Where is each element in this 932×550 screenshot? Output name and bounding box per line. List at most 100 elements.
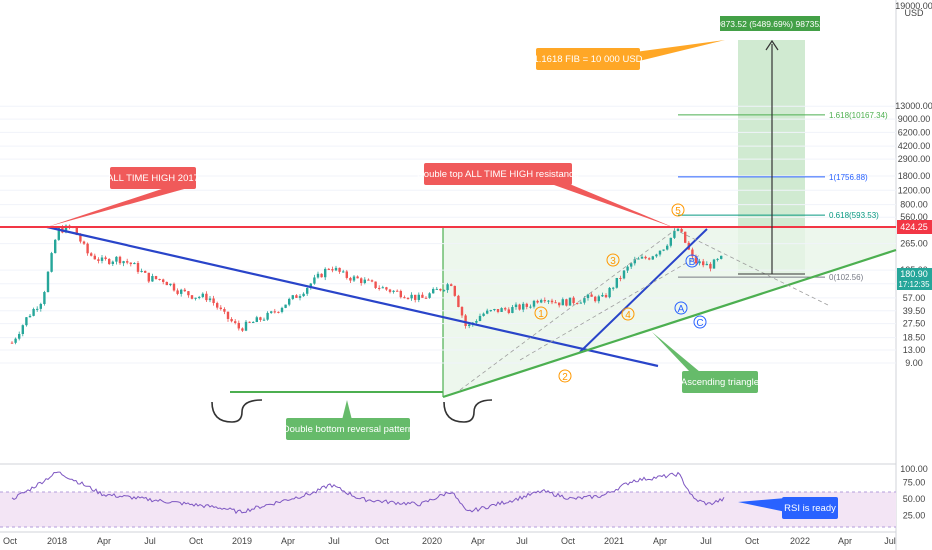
candle-body <box>529 306 532 308</box>
time-tick-label: 2019 <box>232 536 252 546</box>
candle-body <box>100 257 104 261</box>
candle-body <box>86 243 89 254</box>
candle-body <box>590 294 593 297</box>
price-tick-label: 9.00 <box>905 358 923 368</box>
candle-body <box>478 315 482 321</box>
time-tick-label: Oct <box>375 536 390 546</box>
candle-body <box>417 294 420 300</box>
candle-body <box>554 302 557 304</box>
rsi-tick-label: 75.00 <box>903 478 926 488</box>
candle-body <box>194 297 197 299</box>
candle-body <box>252 322 255 324</box>
ascending-support-line[interactable] <box>442 248 897 399</box>
price-tick-label: 560.00 <box>900 212 928 222</box>
time-tick-label: Oct <box>189 536 204 546</box>
descending-trendline[interactable] <box>46 225 659 368</box>
triangle-callout-bg <box>682 371 758 393</box>
double-bottom-callout-pointer <box>342 400 352 420</box>
candle-body <box>172 283 176 291</box>
candle-body <box>450 284 453 286</box>
candle-body <box>367 279 370 281</box>
candle-body <box>619 277 622 279</box>
wave-5-marker: 5 <box>671 203 685 217</box>
triangle-callout-text: Ascending triangle <box>681 377 759 388</box>
candle-body <box>612 287 615 289</box>
candle-body <box>97 259 100 261</box>
candle-body <box>126 261 129 263</box>
price-tick-label: 1200.00 <box>898 185 931 195</box>
current-price-text: 180.90 <box>900 269 928 279</box>
candle-body <box>374 281 377 288</box>
time-axis: Oct 2018 Apr Jul Oct 2019 Apr Jul Oct 2020 Apr Jul O… <box>3 536 896 546</box>
resistance-price-tag <box>897 220 932 234</box>
candle-body <box>345 271 348 278</box>
candle-body <box>410 294 413 299</box>
candle-body <box>302 293 305 297</box>
candle-body <box>158 278 161 280</box>
candle-body <box>439 288 442 291</box>
candle-body <box>234 321 237 323</box>
ath-callout-bg <box>110 167 196 189</box>
candle-body <box>108 258 111 265</box>
candle-body <box>216 303 219 308</box>
price-tick-label: 18.50 <box>903 333 926 343</box>
candle-body <box>46 271 50 293</box>
candle-body <box>93 255 96 260</box>
candle-body <box>633 259 636 264</box>
time-tick-label: Jul <box>516 536 528 546</box>
candle-body <box>378 287 381 289</box>
candle-body <box>43 292 46 304</box>
candle-body <box>550 300 554 303</box>
candle-body <box>626 266 629 271</box>
candle-body <box>536 300 539 303</box>
candle-body <box>291 295 294 299</box>
wave-4-label: 4 <box>625 310 631 321</box>
bottom-bracket-right <box>443 399 493 423</box>
candle-body <box>288 298 291 305</box>
candle-body <box>133 262 136 265</box>
wave-4-marker: 4 <box>621 307 635 321</box>
candle-body <box>270 311 273 313</box>
candle-body <box>622 270 626 279</box>
triangle-callout-pointer <box>652 332 700 372</box>
candle-body <box>205 293 208 301</box>
candle-body <box>709 263 712 269</box>
candle-body <box>446 284 449 291</box>
target-box-label-bg <box>720 16 820 31</box>
candle-body <box>144 270 147 273</box>
time-tick-label: Jul <box>144 536 156 546</box>
candle-body <box>651 256 654 260</box>
candle-body <box>514 304 518 308</box>
wave-2-marker: 2 <box>558 369 572 383</box>
candle-body <box>370 280 374 282</box>
price-tick-label: 800.00 <box>900 200 928 210</box>
candle-body <box>568 297 572 306</box>
candle-body <box>187 291 190 296</box>
candle-body <box>190 295 194 299</box>
time-tick-label: Apr <box>281 536 295 546</box>
candle-body <box>680 228 683 232</box>
price-tick-label: 57.00 <box>903 293 926 303</box>
candle-body <box>475 320 478 323</box>
candle-body <box>241 328 244 331</box>
candle-body <box>702 261 705 266</box>
double-top-callout-pointer <box>540 180 675 228</box>
time-tick-label: 2020 <box>422 536 442 546</box>
candle-body <box>493 309 496 311</box>
double-top-callout-text: Double top ALL TIME HIGH resistance <box>417 169 579 180</box>
fib-level-label: 1.618(10167.34) <box>829 111 888 120</box>
candle-body <box>540 300 543 303</box>
wave-1-marker: 1 <box>534 306 548 320</box>
candle-body <box>669 237 672 246</box>
fib-callout-pointer <box>635 40 725 62</box>
candle-body <box>277 311 280 313</box>
wave-2-label: 2 <box>562 372 568 383</box>
candle-body <box>151 276 154 282</box>
steep-support-line[interactable] <box>579 228 708 353</box>
candle-body <box>122 261 125 264</box>
candle-body <box>424 297 428 299</box>
candle-body <box>230 318 233 322</box>
wave-c-label: C <box>696 318 703 329</box>
